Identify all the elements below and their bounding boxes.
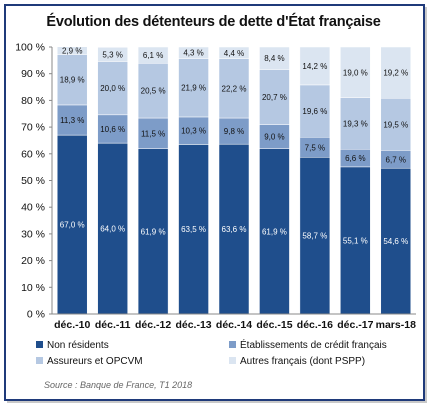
data-label: 20,5 % <box>141 87 166 96</box>
legend-label: Non résidents <box>47 340 109 351</box>
data-label: 58,7 % <box>302 232 327 241</box>
data-label: 67,0 % <box>60 221 85 230</box>
x-tick-label: mars-18 <box>376 319 416 331</box>
y-tick-label: 60 % <box>21 148 45 160</box>
bar-segment <box>178 46 209 59</box>
legend-label: Assureurs et OPCVM <box>47 356 143 367</box>
data-label: 11,3 % <box>60 116 84 125</box>
data-label: 19,3 % <box>343 119 368 128</box>
data-label: 21,9 % <box>181 84 206 93</box>
bar-segment <box>218 58 250 119</box>
bar-segment <box>97 114 128 144</box>
data-label: 54,6 % <box>383 237 408 246</box>
x-tick-label: déc.-14 <box>216 319 252 331</box>
data-label: 55,1 % <box>343 236 368 245</box>
legend-swatch <box>36 357 43 364</box>
bar-segment <box>178 58 209 118</box>
data-label: 18,9 % <box>60 76 85 85</box>
bar-segment <box>299 46 331 86</box>
legend-label: Établissements de crédit français <box>240 340 387 351</box>
bar-segment <box>259 46 290 70</box>
data-label: 20,7 % <box>262 93 287 102</box>
data-label: 9,0 % <box>264 133 284 142</box>
bar-segment <box>299 84 331 138</box>
data-label: 14,2 % <box>302 62 327 71</box>
data-label: 19,0 % <box>343 68 368 77</box>
y-tick-label: 20 % <box>21 255 45 267</box>
legend-item: Assureurs et OPCVM <box>36 356 143 367</box>
data-label: 19,5 % <box>383 120 408 129</box>
bar-segment <box>56 46 88 55</box>
legend-item: Autres français (dont PSPP) <box>229 356 365 367</box>
y-tick-label: 0 % <box>27 309 45 321</box>
data-label: 22,2 % <box>222 84 247 93</box>
bar-segment <box>218 143 250 315</box>
legend-swatch <box>229 341 236 348</box>
legend-label: Autres français (dont PSPP) <box>240 356 366 367</box>
data-label: 6,7 % <box>386 155 406 164</box>
bar-segment <box>218 117 250 145</box>
data-label: 61,9 % <box>262 227 287 236</box>
bar-segment <box>137 46 169 64</box>
data-label: 5,3 % <box>102 50 122 59</box>
x-tick-label: déc.-13 <box>175 319 211 331</box>
data-label: 63,6 % <box>222 225 247 234</box>
y-tick-label: 100 % <box>15 42 45 54</box>
bar-segment <box>259 124 290 149</box>
data-label: 2,9 % <box>62 47 82 56</box>
bar-segment <box>178 144 209 315</box>
data-label: 64,0 % <box>100 225 125 234</box>
y-tick-label: 80 % <box>21 95 45 107</box>
x-tick-label: déc.-12 <box>135 319 171 331</box>
bar-segment <box>56 134 88 315</box>
y-tick-label: 30 % <box>21 228 45 240</box>
bar-segment <box>97 142 128 315</box>
bar-segment <box>380 98 412 151</box>
bar-segment <box>340 46 371 98</box>
legend-item: Établissements de crédit français <box>229 340 387 351</box>
bar-segment <box>259 69 290 125</box>
x-tick-label: déc.-16 <box>297 319 333 331</box>
data-label: 9,8 % <box>224 127 244 136</box>
data-label: 8,4 % <box>264 54 284 63</box>
data-label: 6,6 % <box>345 154 365 163</box>
y-tick-label: 70 % <box>21 122 45 134</box>
bar-segment <box>56 54 88 106</box>
y-tick-label: 40 % <box>21 202 45 214</box>
data-label: 11,5 % <box>141 129 165 138</box>
data-label: 19,6 % <box>302 107 327 116</box>
data-label: 10,3 % <box>181 127 206 136</box>
bar-segment <box>97 61 128 116</box>
y-tick-label: 90 % <box>21 68 45 80</box>
bar-segment <box>97 47 128 62</box>
x-tick-label: déc.-15 <box>256 319 292 331</box>
data-label: 63,5 % <box>181 225 206 234</box>
x-tick-label: déc.-10 <box>54 319 90 331</box>
bar-segment <box>218 46 250 59</box>
chart-title: Évolution des détenteurs de dette d'État… <box>46 14 381 30</box>
bar-segment <box>380 167 412 315</box>
legend-swatch <box>229 357 236 364</box>
legend-item: Non résidents <box>36 340 109 351</box>
data-label: 20,0 % <box>100 84 125 93</box>
bar-segment <box>137 63 169 119</box>
data-label: 10,6 % <box>100 125 125 134</box>
data-label: 4,3 % <box>183 49 203 58</box>
y-tick-label: 50 % <box>21 175 45 187</box>
bar-segment <box>380 46 412 99</box>
source-note: Source : Banque de France, T1 2018 <box>44 380 193 390</box>
x-tick-label: déc.-17 <box>337 319 373 331</box>
bar-segment <box>299 157 331 315</box>
bar-segment <box>340 97 371 150</box>
data-label: 7,5 % <box>305 143 325 152</box>
data-label: 19,2 % <box>383 69 408 78</box>
bar-segment <box>137 117 169 149</box>
legend-swatch <box>36 341 43 348</box>
y-tick-label: 10 % <box>21 282 45 294</box>
data-label: 4,4 % <box>224 49 244 58</box>
data-label: 61,9 % <box>141 227 166 236</box>
x-tick-label: déc.-11 <box>95 319 131 331</box>
data-label: 6,1 % <box>143 51 163 60</box>
